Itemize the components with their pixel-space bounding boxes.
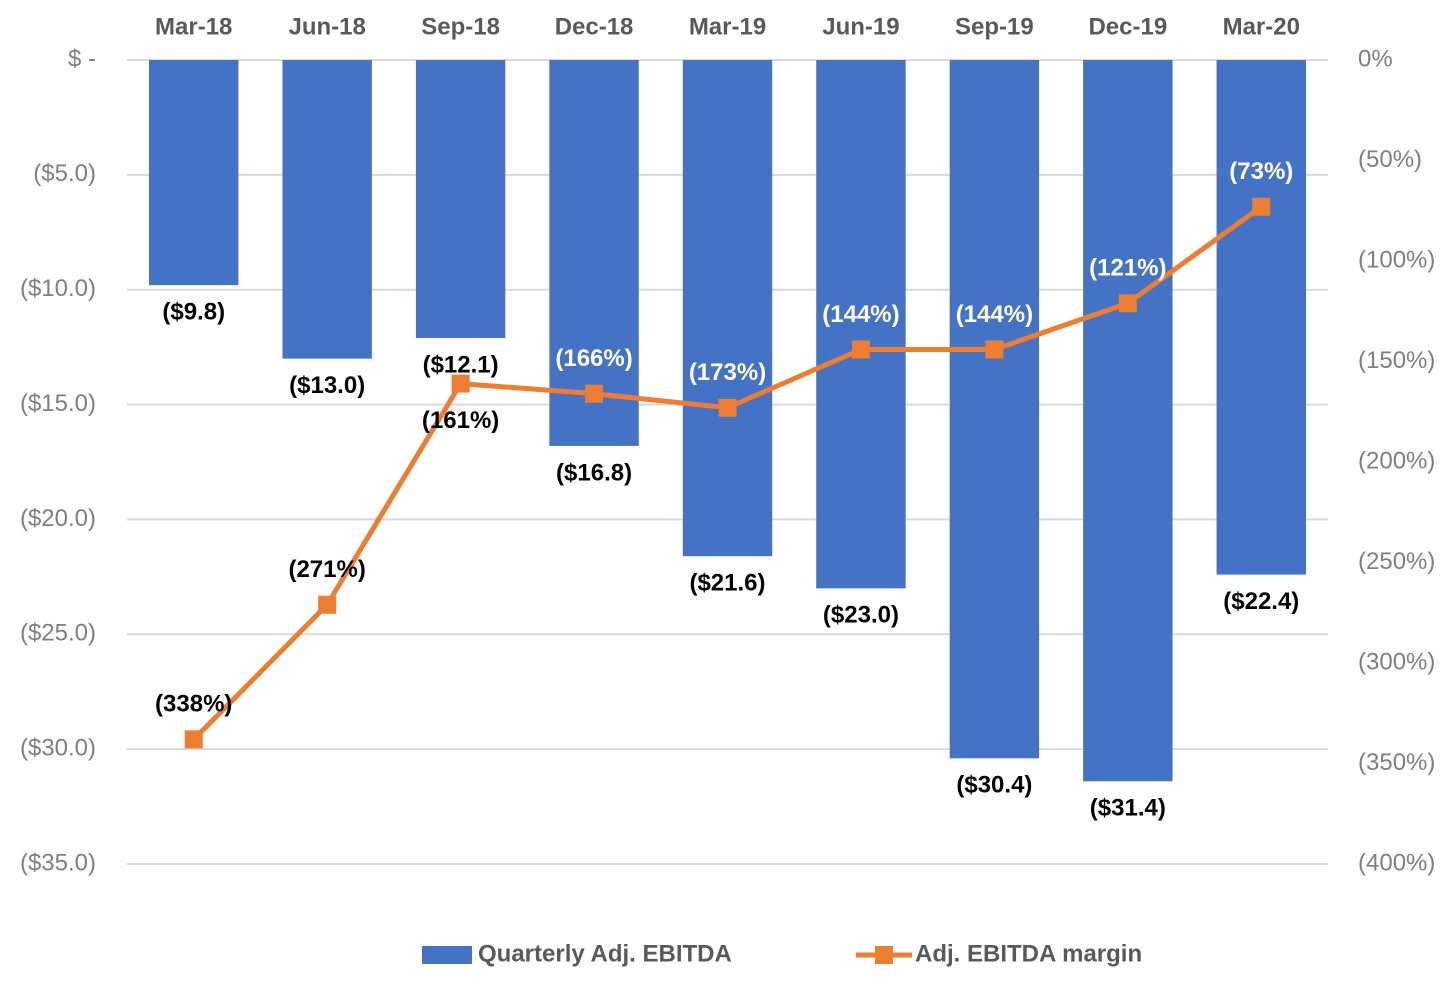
legend-swatch xyxy=(875,946,893,964)
x-tick-label: Mar-20 xyxy=(1223,13,1300,40)
marker xyxy=(318,595,337,614)
bar xyxy=(415,60,506,338)
data-label: (161%) xyxy=(422,407,499,434)
y-tick-label: ($20.0) xyxy=(20,505,96,532)
data-label: ($12.1) xyxy=(423,351,499,378)
data-label: ($22.4) xyxy=(1223,588,1299,615)
x-tick-label: Sep-19 xyxy=(955,13,1034,40)
y2-tick-label: (350%) xyxy=(1358,749,1435,776)
y-tick-label: ($15.0) xyxy=(20,390,96,417)
data-label: ($31.4) xyxy=(1090,795,1166,822)
marker xyxy=(1252,197,1271,216)
y-tick-label: ($35.0) xyxy=(20,849,96,876)
y-tick-label: ($25.0) xyxy=(20,620,96,647)
bar xyxy=(549,60,639,446)
bar xyxy=(949,60,1040,759)
x-tick-label: Mar-18 xyxy=(155,13,232,40)
y-tick-label: ($30.0) xyxy=(20,734,96,761)
marker xyxy=(585,384,604,403)
legend-swatch xyxy=(422,946,472,964)
data-label: (338%) xyxy=(155,691,232,718)
data-label: ($21.6) xyxy=(689,570,765,597)
x-tick-label: Jun-18 xyxy=(288,13,365,40)
y2-tick-label: (400%) xyxy=(1358,849,1435,876)
x-tick-label: Dec-18 xyxy=(555,13,634,40)
x-tick-label: Jun-19 xyxy=(822,13,899,40)
bar xyxy=(282,60,372,359)
y-tick-label: ($5.0) xyxy=(33,160,96,187)
data-label: ($13.0) xyxy=(289,372,365,399)
y2-tick-label: 0% xyxy=(1358,45,1393,72)
data-label: (73%) xyxy=(1229,158,1293,185)
data-label: ($23.0) xyxy=(823,602,899,629)
marker xyxy=(451,374,470,393)
bar xyxy=(682,60,773,557)
data-label: (121%) xyxy=(1089,255,1166,282)
y-tick-label: $ - xyxy=(68,45,96,72)
y2-tick-label: (100%) xyxy=(1358,246,1435,273)
data-label: ($30.4) xyxy=(956,772,1032,799)
y2-tick-label: (150%) xyxy=(1358,347,1435,374)
y2-tick-label: (200%) xyxy=(1358,447,1435,474)
bar xyxy=(149,60,239,286)
data-label: (271%) xyxy=(288,556,365,583)
marker xyxy=(184,730,203,749)
y2-tick-label: (250%) xyxy=(1358,548,1435,575)
x-tick-label: Sep-18 xyxy=(421,13,500,40)
x-tick-label: Dec-19 xyxy=(1088,13,1167,40)
data-label: ($9.8) xyxy=(162,298,225,325)
x-tick-label: Mar-19 xyxy=(689,13,766,40)
y-tick-label: ($10.0) xyxy=(20,275,96,302)
bar xyxy=(1083,60,1173,782)
legend-label: Adj. EBITDA margin xyxy=(915,940,1142,967)
marker xyxy=(1118,294,1137,313)
data-label: (144%) xyxy=(956,301,1033,328)
data-label: (166%) xyxy=(555,345,632,372)
bar xyxy=(1216,60,1306,575)
marker xyxy=(985,340,1004,359)
data-label: (144%) xyxy=(822,301,899,328)
y2-tick-label: (50%) xyxy=(1358,146,1422,173)
bar xyxy=(816,60,906,589)
legend-label: Quarterly Adj. EBITDA xyxy=(478,940,732,967)
y2-tick-label: (300%) xyxy=(1358,648,1435,675)
marker xyxy=(718,398,737,417)
marker xyxy=(851,340,870,359)
data-label: (173%) xyxy=(689,359,766,386)
data-label: ($16.8) xyxy=(556,459,632,486)
